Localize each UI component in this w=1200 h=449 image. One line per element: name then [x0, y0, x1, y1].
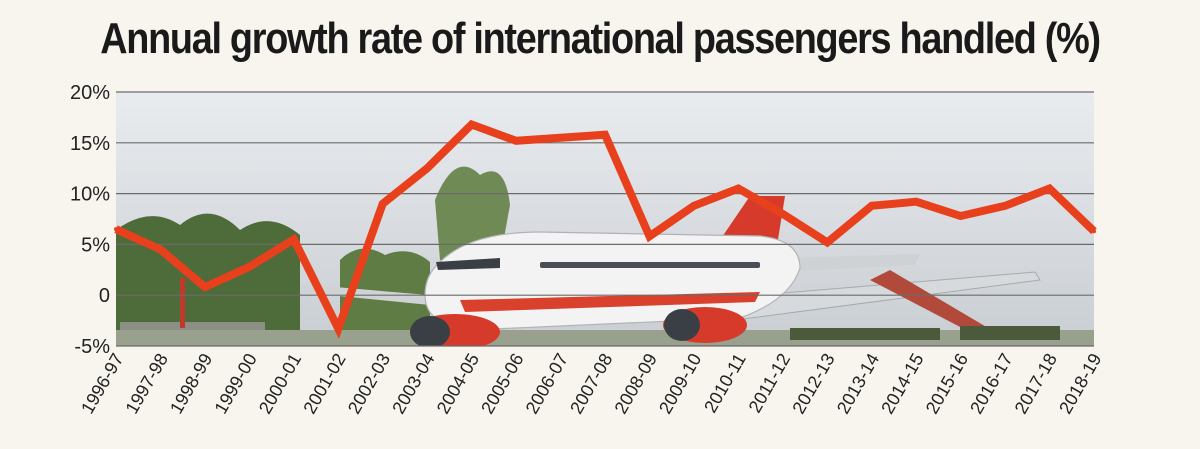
y-tick-label: -5%	[74, 336, 110, 358]
data-point	[647, 234, 652, 239]
x-tick-label: 2017-18	[1011, 350, 1061, 417]
data-point	[736, 186, 741, 191]
y-tick-label: 20%	[70, 82, 110, 104]
data-point	[869, 203, 874, 208]
data-point	[469, 122, 474, 127]
x-axis-ticks: 1996-971997-981998-991999-002000-012001-…	[77, 350, 1105, 417]
y-tick-label: 0	[99, 285, 110, 307]
data-point	[247, 264, 252, 269]
x-tick-label: 2011-12	[745, 350, 795, 416]
x-tick-label: 2001-02	[299, 350, 349, 417]
x-tick-label: 1999-00	[210, 350, 260, 417]
data-point	[336, 326, 341, 331]
data-point	[780, 211, 785, 216]
data-point	[958, 213, 963, 218]
x-tick-label: 2006-07	[522, 350, 572, 417]
x-tick-label: 2002-03	[344, 350, 394, 417]
data-point	[291, 237, 296, 242]
data-point	[202, 285, 207, 290]
x-tick-label: 1998-99	[166, 350, 216, 417]
data-point	[558, 135, 563, 140]
x-tick-label: 2009-10	[655, 350, 705, 417]
chart-title: Annual growth rate of international pass…	[100, 14, 1101, 63]
data-point	[691, 203, 696, 208]
x-tick-label: 2004-05	[433, 350, 483, 417]
x-tick-label: 1996-97	[77, 350, 127, 417]
x-tick-label: 2014-15	[877, 350, 927, 417]
y-axis-ticks: 20% 15% 10% 5% 0 -5%	[70, 82, 110, 358]
series-group	[114, 119, 1097, 339]
data-point	[425, 166, 430, 171]
data-point	[514, 138, 519, 143]
y-tick-label: 5%	[81, 234, 110, 256]
x-tick-label: 2007-08	[566, 350, 616, 417]
data-point	[1003, 203, 1008, 208]
data-point	[914, 199, 919, 204]
x-tick-label: 2003-04	[388, 350, 438, 417]
x-tick-label: 1997-98	[122, 350, 172, 417]
y-tick-label: 10%	[70, 184, 110, 206]
data-point	[825, 240, 830, 245]
x-tick-label: 2005-06	[477, 350, 527, 417]
x-tick-label: 2008-09	[611, 350, 661, 417]
data-point	[158, 247, 163, 252]
data-point	[380, 201, 385, 206]
x-tick-label: 2013-14	[833, 350, 883, 417]
x-tick-label: 2000-01	[255, 350, 305, 417]
x-tick-label: 2018-19	[1055, 350, 1105, 417]
data-point	[114, 227, 118, 232]
x-tick-label: 2016-17	[966, 350, 1016, 417]
x-tick-label: 2015-16	[922, 350, 972, 417]
data-point	[1092, 229, 1096, 234]
x-tick-label: 2012-13	[788, 350, 838, 417]
y-tick-label: 15%	[70, 133, 110, 155]
x-tick-label: 2010-11	[700, 350, 750, 416]
data-point	[603, 132, 607, 137]
data-point	[1047, 186, 1052, 191]
